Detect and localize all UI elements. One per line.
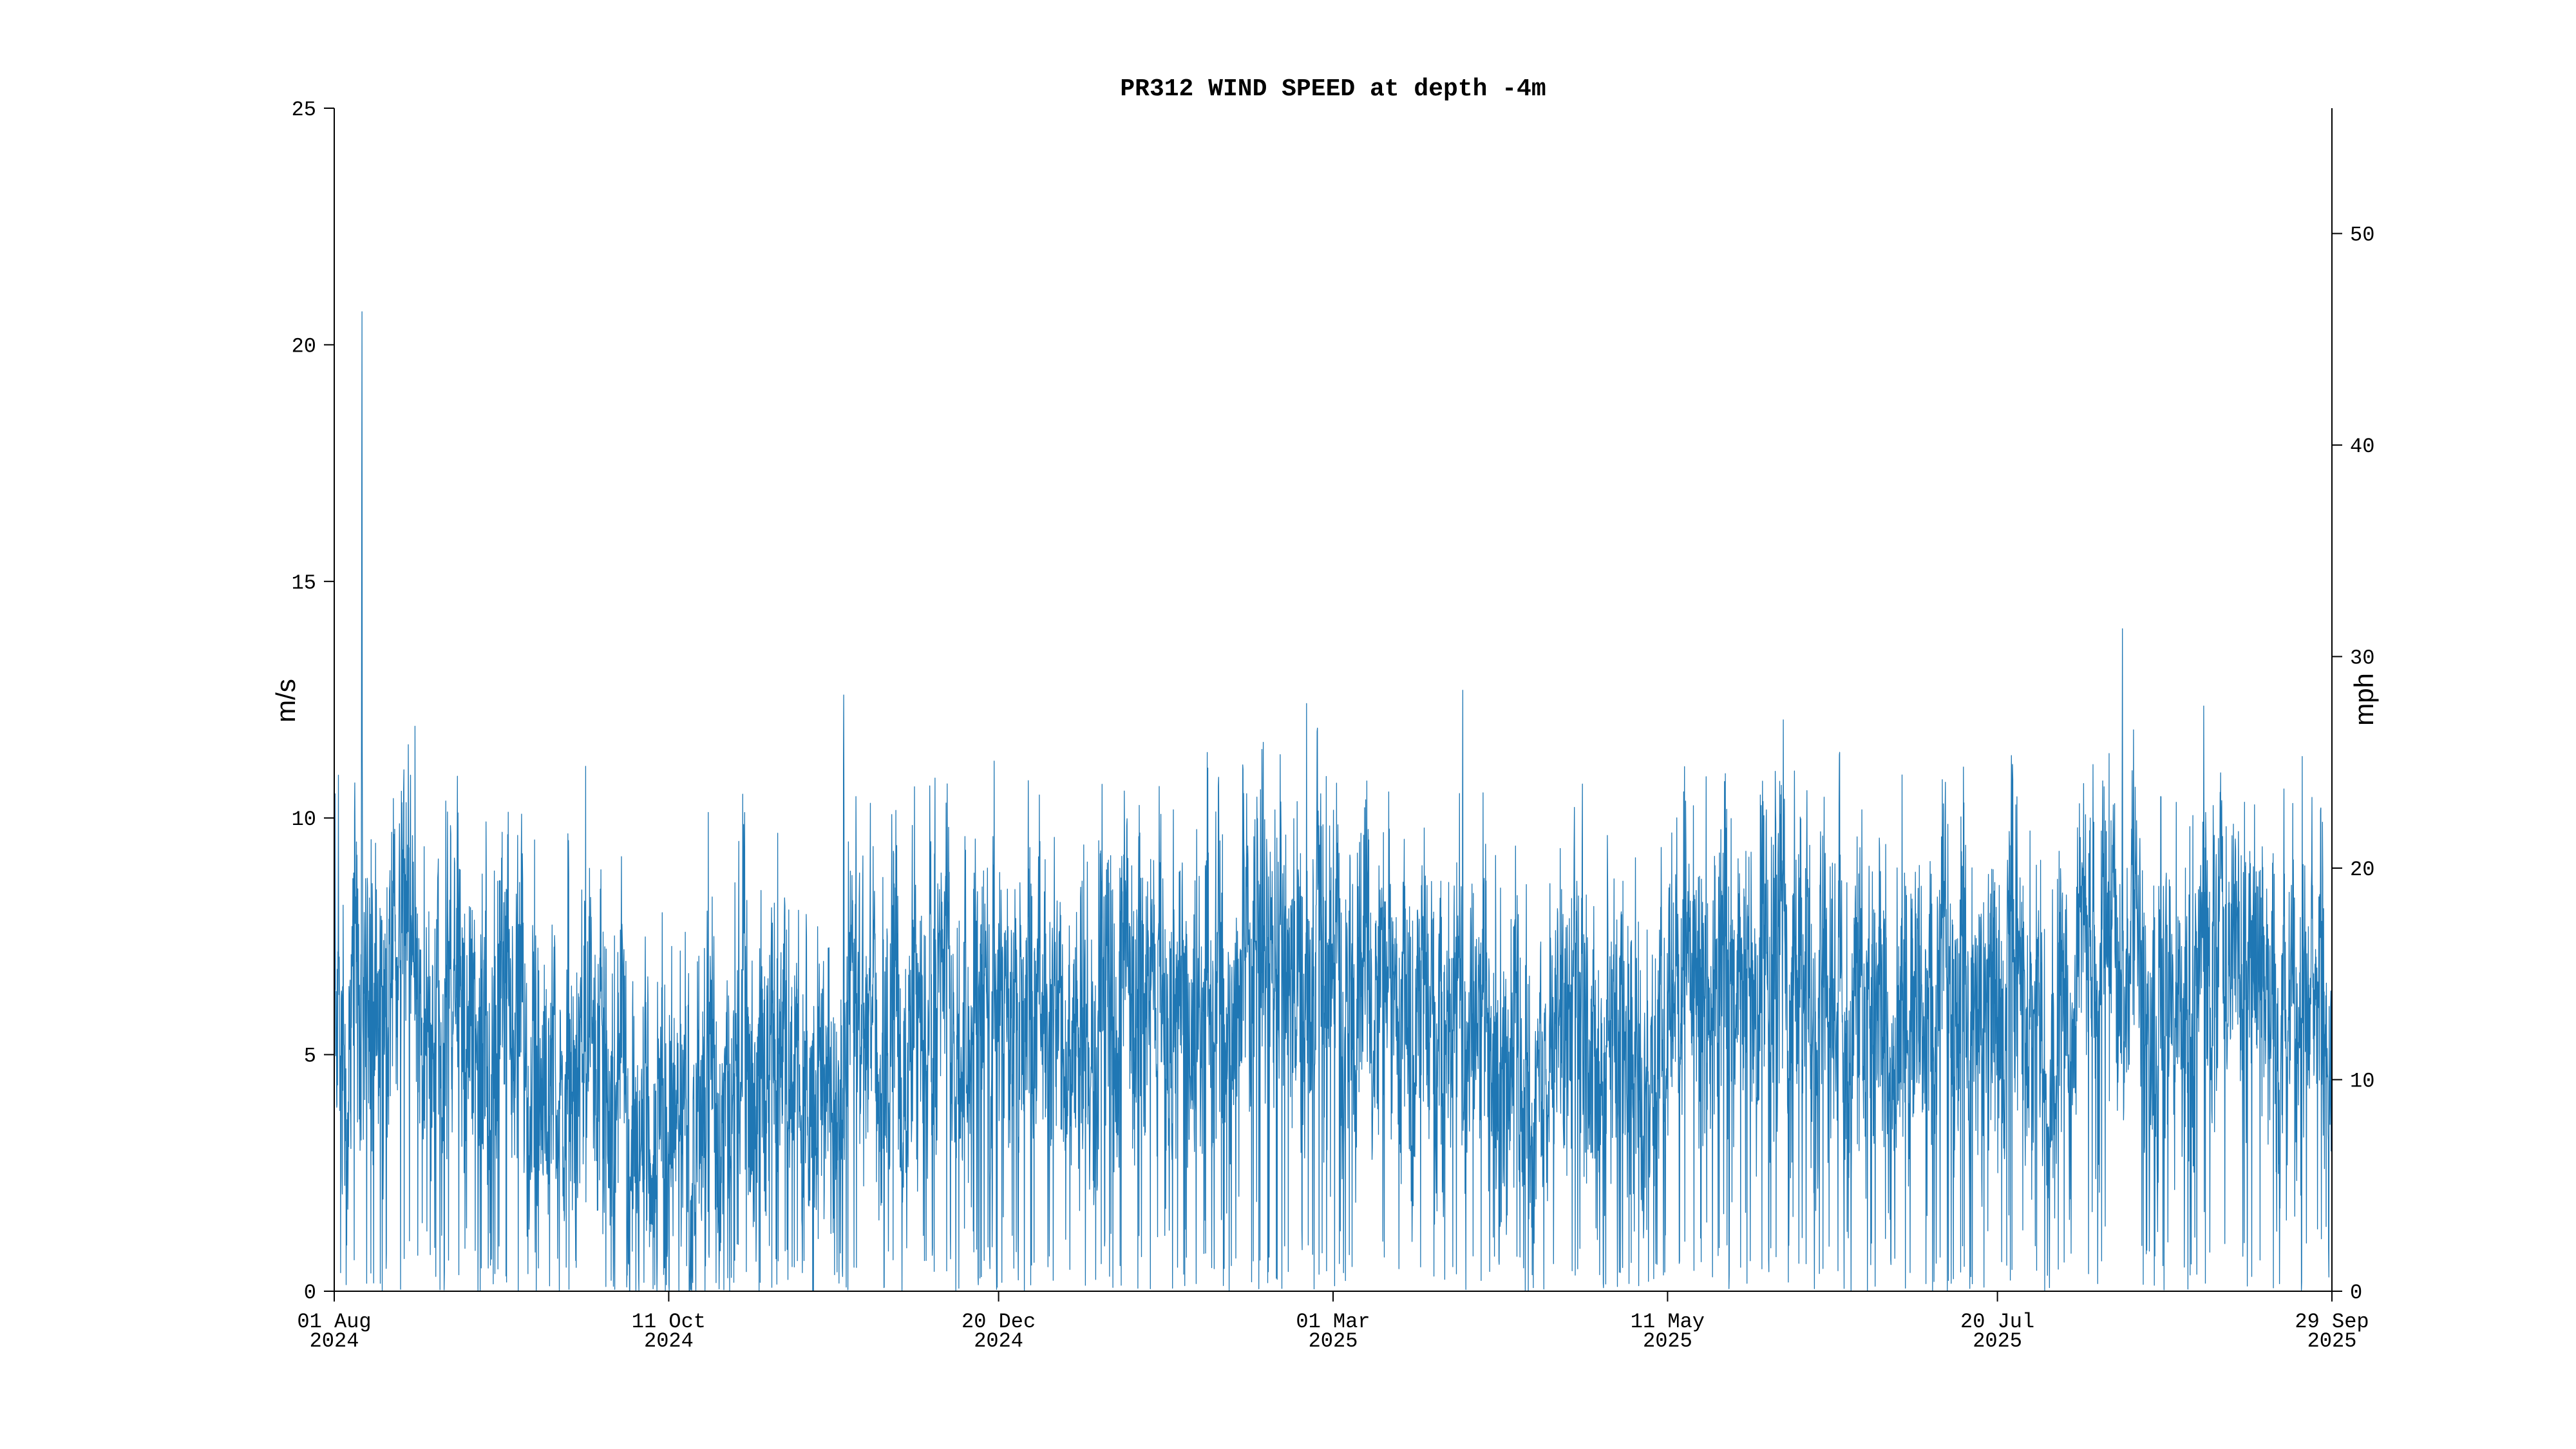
svg-text:2024: 2024 [644, 1329, 694, 1353]
svg-text:50: 50 [2350, 223, 2374, 247]
svg-text:PR312 WIND SPEED at depth -4m: PR312 WIND SPEED at depth -4m [1120, 75, 1546, 103]
svg-text:20: 20 [292, 334, 316, 358]
svg-text:2024: 2024 [310, 1329, 359, 1353]
svg-text:2024: 2024 [974, 1329, 1023, 1353]
svg-text:15: 15 [292, 571, 316, 595]
svg-text:20: 20 [2350, 858, 2374, 882]
svg-text:30: 30 [2350, 647, 2374, 670]
svg-text:2025: 2025 [2307, 1329, 2357, 1353]
svg-text:25: 25 [292, 98, 316, 122]
svg-text:0: 0 [2350, 1281, 2362, 1305]
svg-text:m/s: m/s [270, 679, 301, 723]
svg-text:2025: 2025 [1309, 1329, 1358, 1353]
svg-text:2025: 2025 [1643, 1329, 1692, 1353]
svg-text:5: 5 [304, 1045, 316, 1068]
svg-text:0: 0 [304, 1281, 316, 1305]
svg-text:mph: mph [2349, 673, 2379, 726]
svg-text:10: 10 [292, 808, 316, 831]
svg-text:2025: 2025 [1973, 1329, 2022, 1353]
svg-text:40: 40 [2350, 435, 2374, 459]
svg-text:10: 10 [2350, 1070, 2374, 1094]
